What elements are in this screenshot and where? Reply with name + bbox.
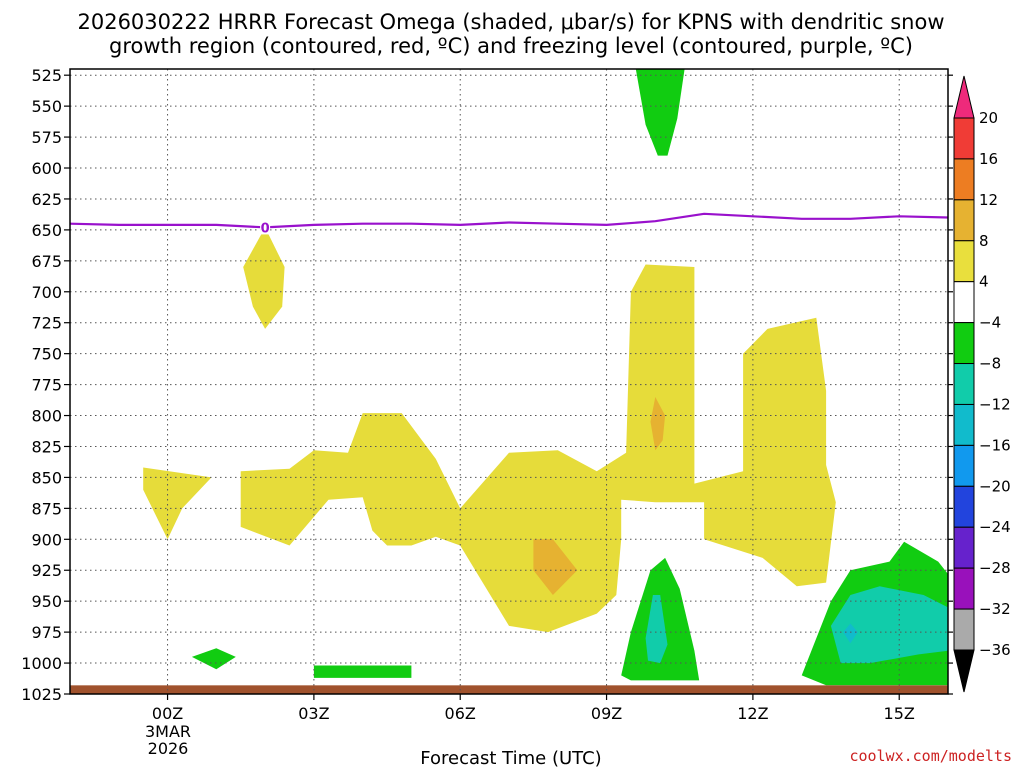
colorbar-band	[953, 281, 975, 324]
x-tick-label: 15Z	[884, 704, 915, 723]
x-axis-label: Forecast Time (UTC)	[420, 748, 601, 768]
y-tick-label: 550	[31, 97, 62, 116]
colorbar-band	[953, 444, 975, 487]
omega-region-green-1000-small	[191, 648, 236, 670]
colorbar: 20 16 12 8 4 −4 −8 −12 −16 −20 −24 −28 −32 −36	[953, 75, 1011, 693]
colorbar-label: −4	[979, 314, 1001, 332]
y-tick-label: 1025	[21, 685, 62, 704]
colorbar-label: −36	[979, 641, 1011, 659]
y-tick-label: 750	[31, 345, 62, 364]
colorbar-band	[953, 363, 975, 405]
colorbar-label: 16	[979, 150, 998, 168]
y-tick-label: 700	[31, 283, 62, 302]
x-axis: 00Z 03Z 06Z 09Z 12Z 15Z	[152, 694, 915, 723]
omega-region-teal-14Z-cell	[830, 586, 948, 664]
omega-region-orange-925	[533, 539, 578, 595]
y-tick-label: 900	[31, 530, 62, 549]
y-tick-label: 525	[31, 66, 62, 85]
omega-region-cyan-14Z-core	[843, 623, 858, 644]
colorbar-band	[953, 322, 975, 365]
freezing-level-label: 0	[261, 221, 270, 236]
x-tick-label: 09Z	[591, 704, 622, 723]
y-tick-label: 825	[31, 437, 62, 456]
y-tick-label: 625	[31, 190, 62, 209]
y-tick-label: 800	[31, 407, 62, 426]
colorbar-label: −20	[979, 477, 1011, 495]
colorbar-band	[953, 403, 975, 446]
x-tick-label: 03Z	[298, 704, 329, 723]
colorbar-label: −8	[979, 355, 1001, 373]
freezing-level-label-layer: 0	[260, 220, 271, 236]
y-tick-label: 875	[31, 499, 62, 518]
ground-strip	[70, 685, 948, 694]
freezing-level-label-bg	[260, 220, 271, 235]
colorbar-label: 8	[979, 232, 989, 250]
y-tick-label: 975	[31, 623, 62, 642]
x-tick-label: 12Z	[737, 704, 768, 723]
colorbar-label: 12	[979, 191, 998, 209]
freezing-level-line	[70, 212, 948, 229]
x-tick-label: 00Z	[152, 704, 183, 723]
y-tick-label: 950	[31, 592, 62, 611]
chart-title-line-1: 2026030222 HRRR Forecast Omega (shaded, …	[77, 10, 944, 34]
colorbar-band	[953, 567, 975, 610]
y-tick-label: 675	[31, 252, 62, 271]
grid-layer	[70, 69, 948, 694]
colorbar-label: 4	[979, 273, 989, 291]
colorbar-band	[953, 485, 975, 528]
y-tick-label: 925	[31, 561, 62, 580]
omega-region-yellow-700-cell	[243, 227, 285, 329]
x-date-year: 2026	[148, 739, 189, 758]
colorbar-label: −32	[979, 600, 1011, 618]
colorbar-band	[953, 117, 975, 160]
omega-region-teal-10Z-cell	[645, 595, 668, 664]
y-tick-label: 600	[31, 159, 62, 178]
y-tick-label: 650	[31, 221, 62, 240]
colorbar-top-arrow	[953, 75, 975, 119]
y-axis: 525 550 575 600 625 650 675 700 725 750 775 800 825 8…	[21, 66, 953, 704]
y-tick-label: 575	[31, 128, 62, 147]
ground-layer	[70, 685, 948, 694]
x-date-month: 3MAR	[145, 722, 191, 741]
credit-text: coolwx.com/modelts	[849, 747, 1012, 765]
omega-region-green-aloft	[635, 69, 685, 156]
omega-region-green-1000-bar	[313, 665, 412, 678]
omega-region-orange-800	[650, 397, 666, 451]
y-tick-label: 1000	[21, 654, 62, 673]
colorbar-label: −12	[979, 395, 1011, 413]
y-tick-label: 725	[31, 314, 62, 333]
x-tick-label: 06Z	[445, 704, 476, 723]
colorbar-label: −16	[979, 436, 1011, 454]
colorbar-band	[953, 199, 975, 242]
plot-frame	[69, 68, 949, 695]
chart-title-line-2: growth region (contoured, red, ºC) and f…	[109, 34, 913, 58]
colorbar-label: 20	[979, 109, 998, 127]
freezing-level-layer	[70, 212, 948, 229]
omega-region-yellow-main	[143, 264, 836, 633]
colorbar-bottom-arrow	[953, 649, 975, 693]
y-tick-label: 850	[31, 468, 62, 487]
colorbar-band	[953, 240, 975, 283]
colorbar-band	[953, 608, 975, 651]
colorbar-label: −24	[979, 518, 1011, 536]
y-tick-label: 775	[31, 376, 62, 395]
colorbar-band	[953, 526, 975, 569]
colorbar-band	[953, 158, 975, 201]
omega-shading	[143, 69, 948, 686]
colorbar-label: −28	[979, 559, 1011, 577]
